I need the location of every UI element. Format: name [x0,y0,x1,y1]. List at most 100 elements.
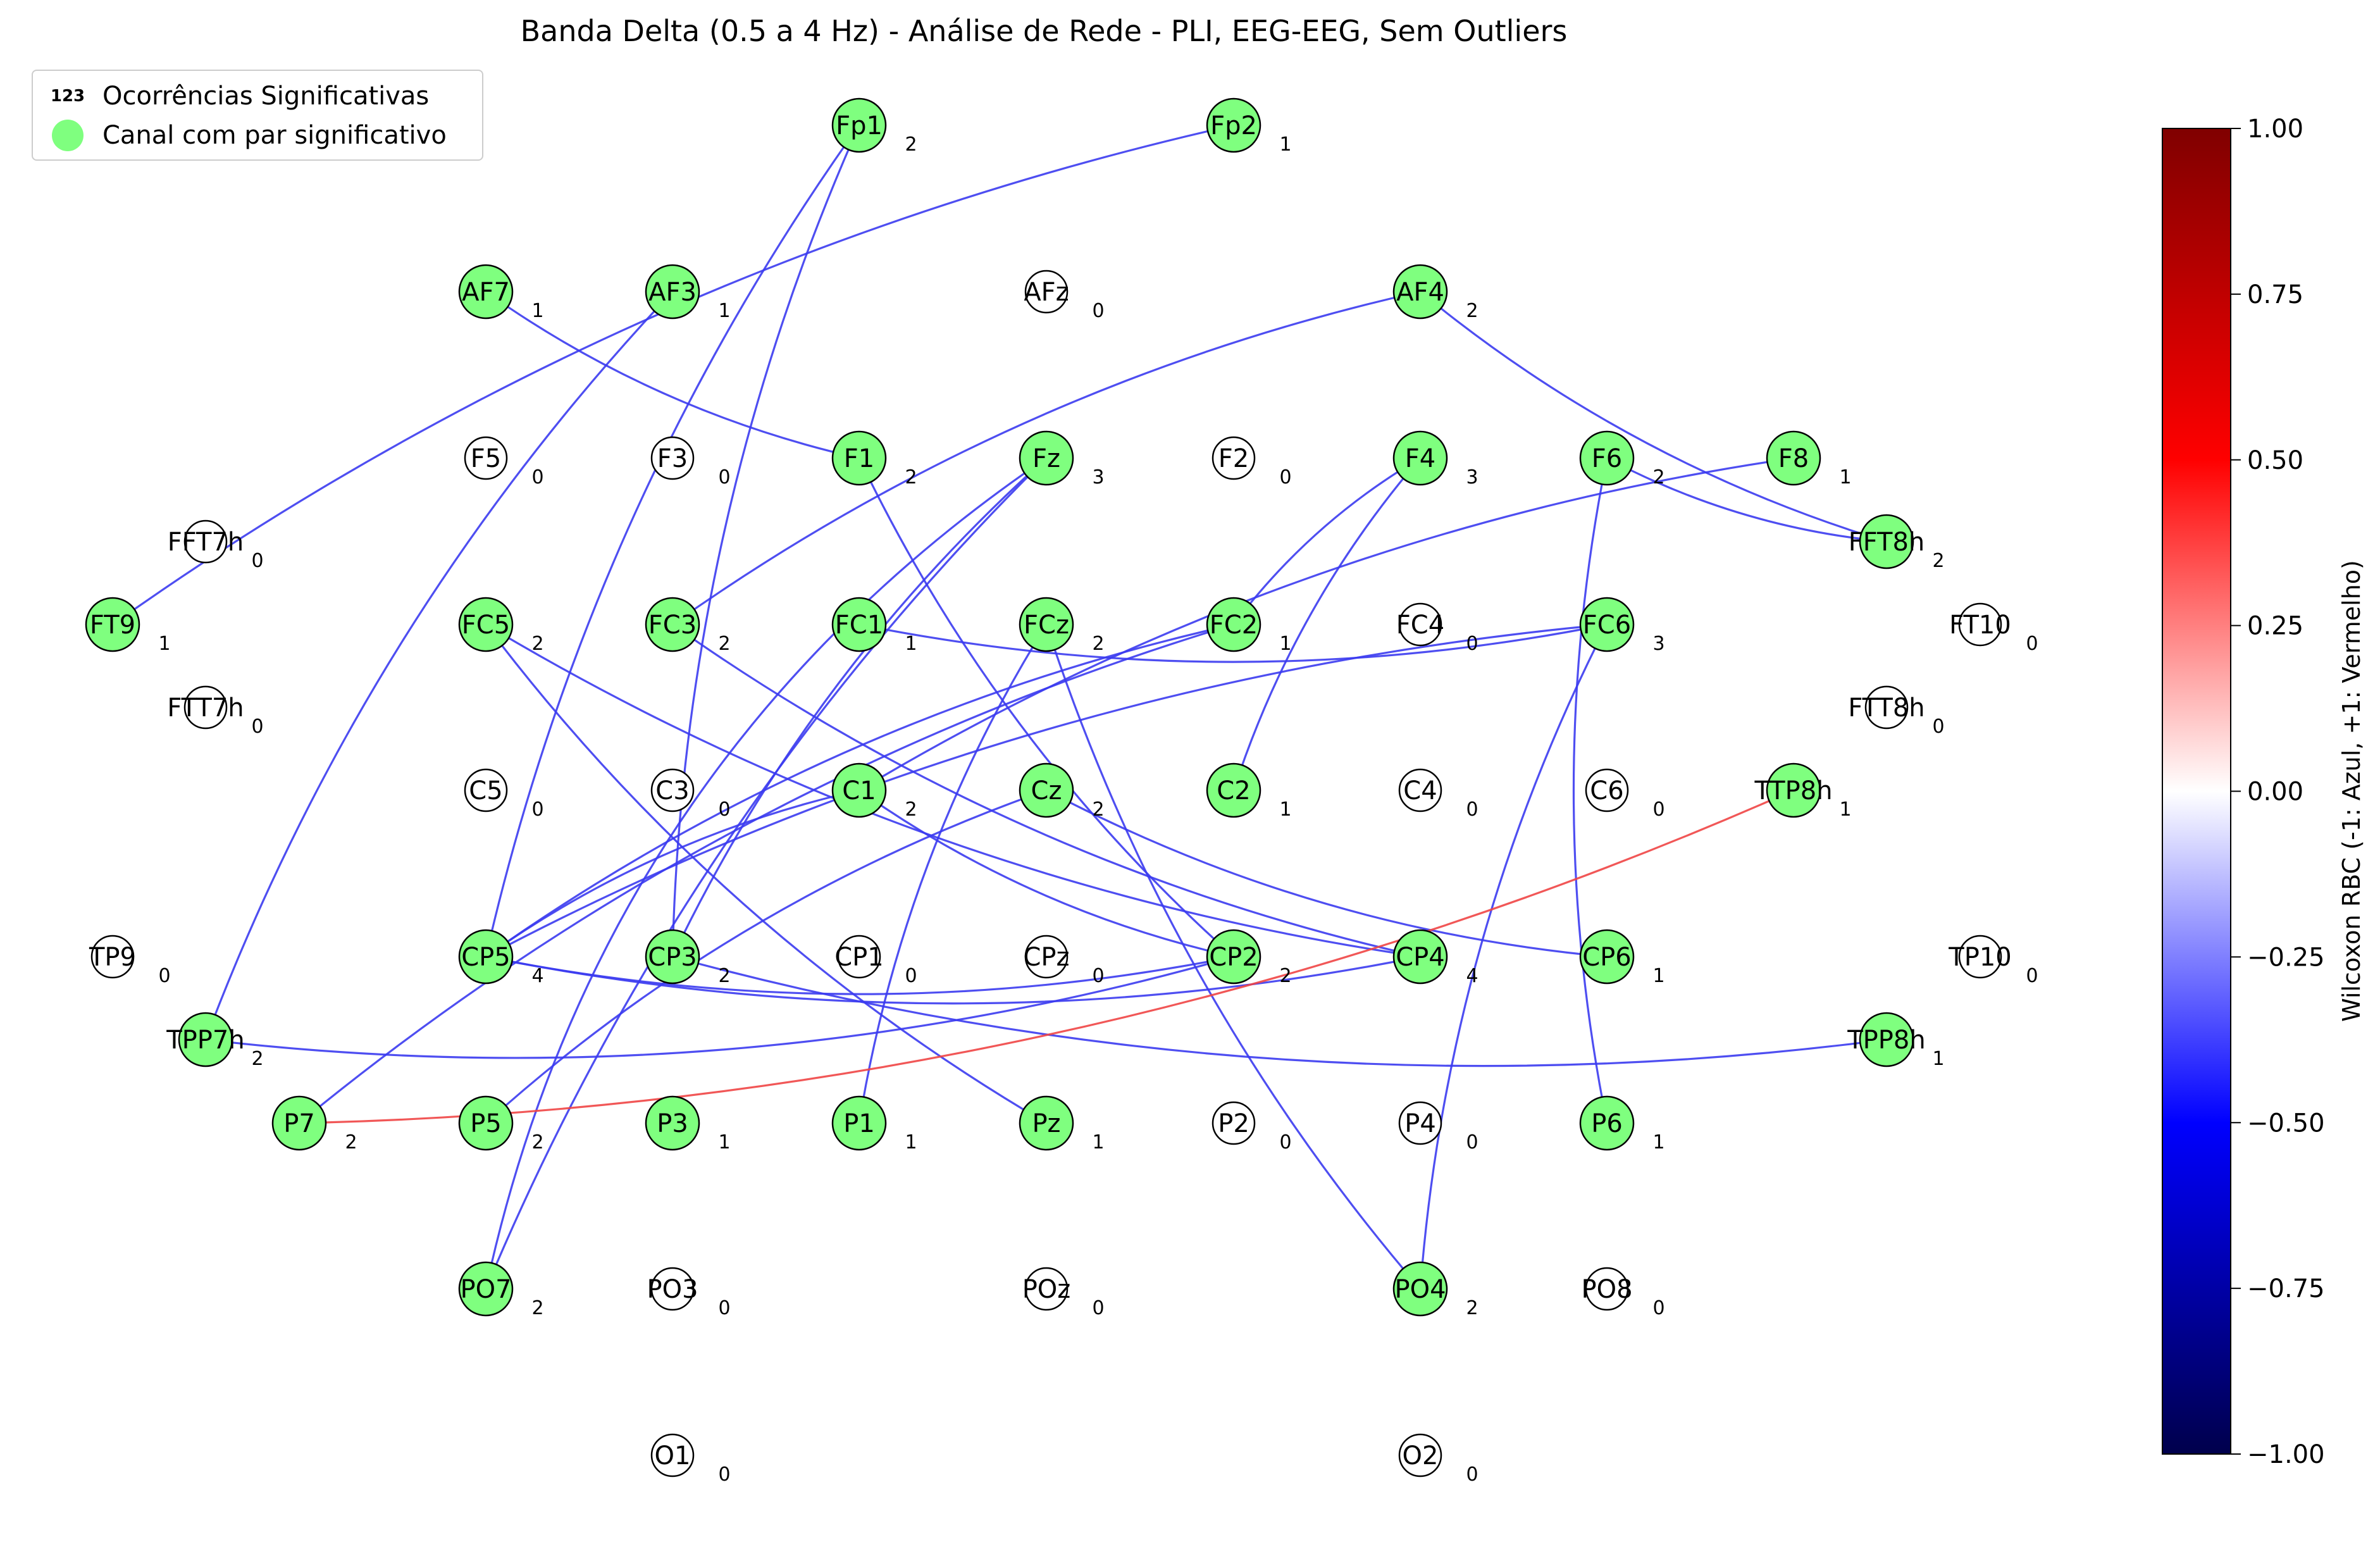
node-count-fp2: 1 [1279,134,1291,156]
node-label-tpp8h: TPP8h [1847,1026,1925,1055]
node-circle-fc2 [1206,597,1261,652]
node-fc4: FC4 0 [1396,602,1478,655]
node-poz: POz 0 [1022,1267,1105,1319]
edge-fc6-cp5 [485,623,1608,958]
node-circle-cp4 [1392,929,1448,985]
node-circle-af3 [645,264,700,320]
node-c6: C6 0 [1585,768,1665,821]
node-pz: Pz 1 [1019,1095,1105,1153]
node-count-p7: 2 [345,1131,357,1153]
node-label-fft8h: FFT8h [1849,528,1925,557]
node-circle-cp3 [645,929,700,985]
node-count-c6: 0 [1652,799,1664,821]
node-tp10: TP10 0 [1948,935,2038,987]
node-label-po4: PO4 [1394,1275,1446,1304]
node-circle-c4 [1398,768,1442,812]
node-f6: F6 2 [1579,430,1665,488]
edge-cp3-tpp8h [672,955,1887,1067]
node-circle-cp6 [1579,929,1635,985]
node-count-c3: 0 [718,799,730,821]
colorbar-tick-label: 0.25 [2247,612,2303,641]
node-label-cz: Cz [1031,776,1062,805]
node-fc6: FC6 3 [1579,597,1665,655]
node-count-ttp8h: 1 [1839,799,1851,821]
node-count-ftt8h: 0 [1932,716,1944,738]
node-circle-c1 [831,762,887,818]
node-label-af4: AF4 [1396,278,1444,307]
node-label-f6: F6 [1592,444,1622,473]
node-cp3: CP3 2 [645,929,731,987]
node-label-cp4: CP4 [1396,943,1445,972]
node-circle-f4 [1392,430,1448,486]
node-count-f3: 0 [718,466,730,488]
node-label-po3: PO3 [647,1275,698,1304]
node-po7: PO7 2 [458,1261,544,1319]
node-label-fc6: FC6 [1583,611,1631,640]
node-count-f4: 3 [1466,466,1478,488]
node-circle-p1 [831,1095,887,1151]
node-fc5: FC5 2 [458,597,544,655]
node-c3: C3 0 [650,768,731,821]
node-circle-p2 [1212,1101,1256,1145]
node-fc1: FC1 1 [831,597,917,655]
node-count-cpz: 0 [1092,965,1104,987]
colorbar-tick-label: −0.50 [2247,1109,2325,1138]
node-count-pz: 1 [1092,1131,1104,1153]
node-circle-po7 [458,1261,514,1317]
edge-fc5-cp4 [485,623,1421,958]
node-label-fz: Fz [1032,444,1060,473]
node-cp6: CP6 1 [1579,929,1665,987]
node-ft9: FT9 1 [85,597,171,655]
node-cz: Cz 2 [1019,762,1105,821]
node-count-p2: 0 [1279,1131,1291,1153]
node-count-cp1: 0 [905,965,917,987]
node-count-cz: 2 [1092,799,1104,821]
node-circle-ttp8h [1766,762,1821,818]
node-circle-p7 [271,1095,327,1151]
node-count-c2: 1 [1279,799,1291,821]
node-label-f4: F4 [1405,444,1435,473]
colorbar-tick-label: 0.00 [2247,778,2303,807]
node-label-ft9: FT9 [90,611,135,640]
edge-f1-cp2 [858,457,1235,958]
node-o2: O2 0 [1398,1433,1478,1486]
edge-fp2-ft9 [112,124,1234,626]
edge-f6-p6 [1572,457,1608,1124]
node-count-f8: 1 [1839,466,1851,488]
node-count-p3: 1 [718,1131,730,1153]
node-po4: PO4 2 [1392,1261,1478,1319]
node-af4: AF4 2 [1392,264,1478,322]
node-o1: O1 0 [650,1433,731,1486]
node-label-fc5: FC5 [462,611,510,640]
edge-f8-c1 [858,457,1794,792]
node-circle-ftt8h [1864,685,1909,730]
edge-fc6-po4 [1419,624,1608,1290]
edge-fc2-p7 [298,623,1234,1124]
node-count-cp6: 1 [1652,965,1664,987]
node-tpp7h: TPP7h 2 [166,1012,264,1070]
node-fz: Fz 3 [1019,430,1105,488]
node-af3: AF3 1 [645,264,731,322]
node-count-p6: 1 [1652,1131,1664,1153]
edge-cp5-cp4 [485,955,1421,1005]
node-cp2: CP2 2 [1206,929,1292,987]
node-label-ft10: FT10 [1949,611,2011,640]
node-count-f6: 2 [1652,466,1664,488]
node-count-c1: 2 [905,799,917,821]
colorbar-tick-label: −0.75 [2247,1274,2325,1303]
node-circle-f2 [1212,436,1256,480]
node-label-cp1: CP1 [834,943,884,972]
node-count-po4: 2 [1466,1297,1478,1319]
edge-c1-cp2 [858,789,1234,958]
node-label-poz: POz [1022,1275,1071,1304]
node-circle-tpp8h [1859,1012,1914,1067]
edge-fc2-cp5 [485,623,1234,958]
edge-f6-fft8h [1606,457,1887,543]
colorbar-tick-label: 0.75 [2247,280,2303,309]
node-label-tp10: TP10 [1948,943,2011,972]
node-po8: PO8 0 [1581,1267,1665,1319]
node-circle-o1 [650,1433,695,1477]
edge-fp1-cp3 [671,125,860,957]
node-label-af3: AF3 [648,278,697,307]
legend-count-label: Ocorrências Significativas [102,82,430,111]
